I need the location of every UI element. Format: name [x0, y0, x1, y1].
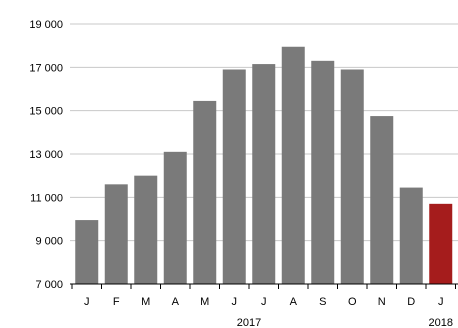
y-tick-label: 17 000	[29, 62, 63, 74]
bar	[341, 70, 364, 285]
x-category-label: O	[348, 296, 357, 308]
bars	[75, 47, 452, 284]
x-category-label: A	[172, 296, 180, 308]
x-category-label: A	[290, 296, 298, 308]
bar	[193, 101, 216, 284]
bar	[370, 116, 393, 284]
x-category-label: J	[438, 296, 444, 308]
x-axis	[70, 284, 458, 289]
y-axis-tick-labels: 7 000 9 000 11 000 13 000 15 000 17 000 19 000	[29, 19, 63, 291]
x-category-label: M	[200, 296, 209, 308]
x-category-label: F	[113, 296, 120, 308]
bar	[134, 176, 157, 284]
bar	[75, 220, 98, 284]
bar	[282, 47, 305, 284]
bar	[311, 61, 334, 284]
y-tick-label: 9 000	[35, 236, 63, 248]
bar	[105, 184, 128, 284]
x-category-label: J	[261, 296, 267, 308]
x-category-label: N	[378, 296, 386, 308]
x-category-label: J	[232, 296, 238, 308]
bar	[429, 204, 452, 284]
bar	[164, 152, 187, 284]
y-tick-label: 13 000	[29, 149, 63, 161]
y-tick-label: 19 000	[29, 19, 63, 31]
x-axis-year-labels: 2017 2018	[237, 317, 453, 328]
y-tick-label: 15 000	[29, 106, 63, 118]
x-year-label: 2018	[429, 317, 453, 328]
y-tick-label: 11 000	[30, 192, 63, 204]
x-category-label: D	[407, 296, 415, 308]
x-category-label: J	[84, 296, 90, 308]
x-category-label: M	[141, 296, 150, 308]
bar	[400, 188, 423, 284]
bar	[252, 64, 275, 284]
x-category-label: S	[319, 296, 326, 308]
y-tick-label: 7 000	[35, 279, 63, 291]
x-year-label: 2017	[237, 317, 261, 328]
bar	[223, 70, 246, 285]
